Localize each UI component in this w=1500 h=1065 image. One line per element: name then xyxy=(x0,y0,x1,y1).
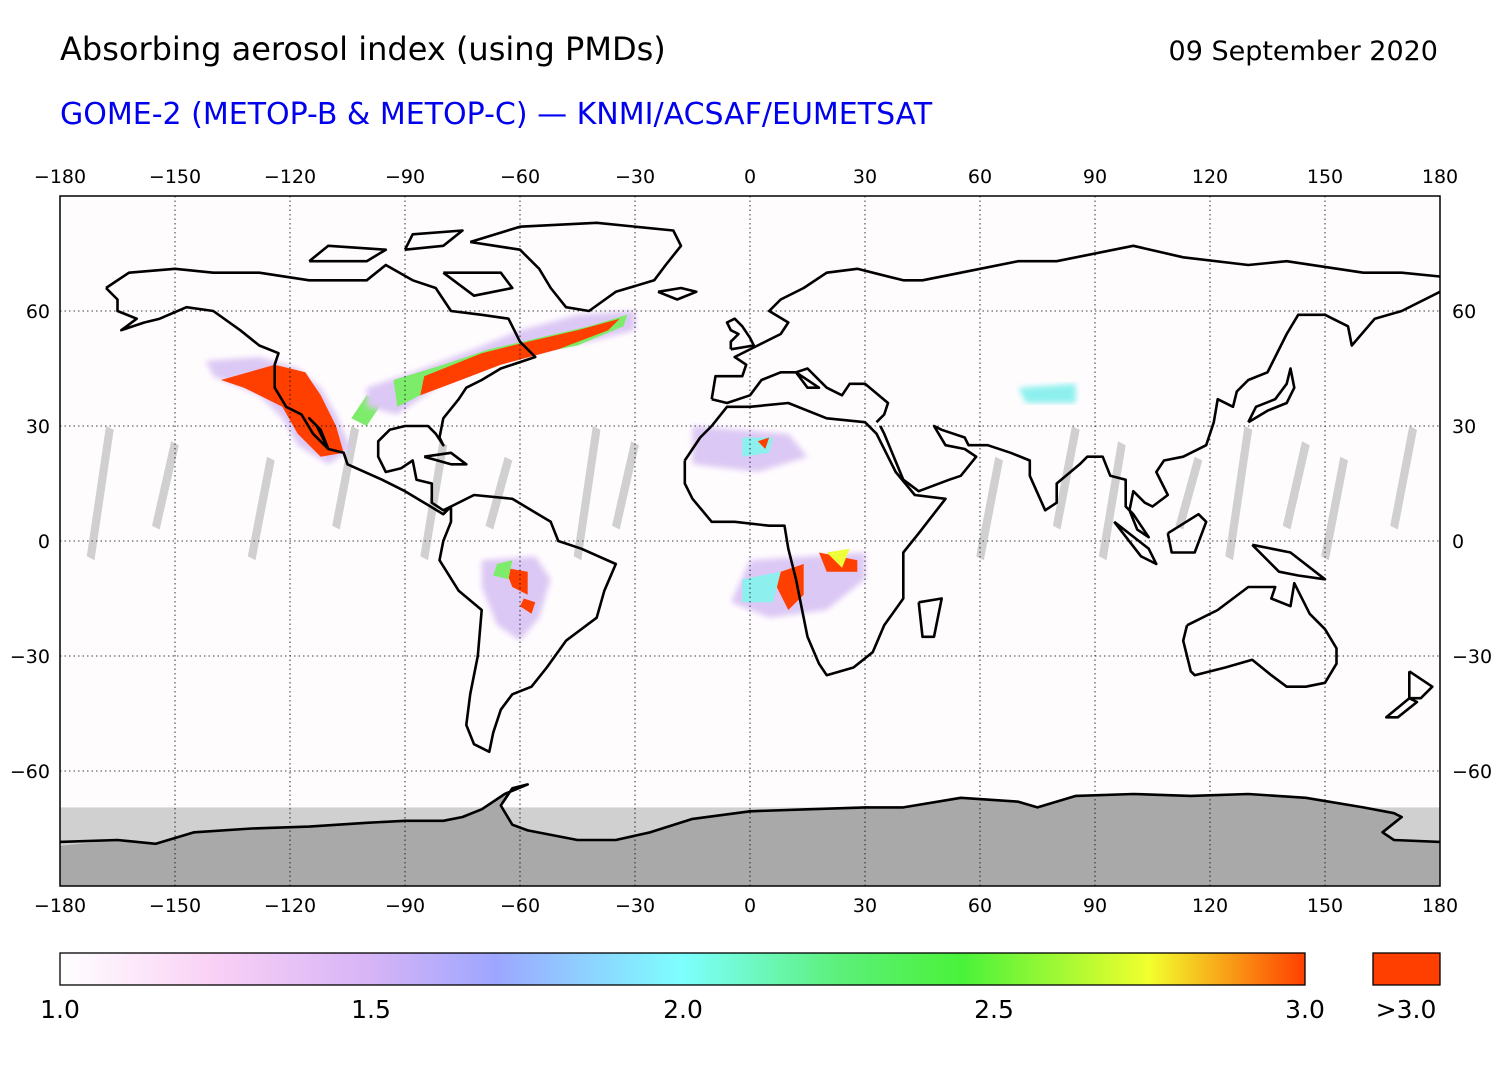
lat-tick-label-left: −60 xyxy=(10,761,50,783)
coastline xyxy=(710,244,1440,400)
coastline xyxy=(308,244,388,263)
aerosol-atlantic-core xyxy=(420,318,620,396)
coastline xyxy=(1247,367,1296,424)
aerosol-sa-core-1 xyxy=(504,567,528,595)
coastline xyxy=(1166,512,1208,554)
no-data-swath xyxy=(1052,426,1080,530)
coastline xyxy=(438,493,618,754)
no-data-swath xyxy=(1321,456,1348,561)
colorbar-tick-3: 2.0 xyxy=(663,995,703,1024)
lon-tick-label-bottom: −150 xyxy=(149,895,201,917)
coastline xyxy=(879,290,1440,539)
coastline xyxy=(657,286,698,301)
no-data-swath xyxy=(573,426,601,561)
aerosol-sa-core-2 xyxy=(520,598,536,614)
lon-tick-label-top: 0 xyxy=(744,166,756,188)
lat-tick-label-left: 60 xyxy=(26,301,50,323)
lon-tick-label-top: −60 xyxy=(500,166,540,188)
lon-tick-label-top: 60 xyxy=(968,166,992,188)
coastline xyxy=(423,451,468,466)
no-data-swath xyxy=(1225,426,1253,561)
coastline xyxy=(711,367,890,424)
colorbar-overflow-swatch xyxy=(1372,952,1441,986)
no-data-swath xyxy=(247,456,275,561)
aerosol-sa-edge xyxy=(493,560,513,580)
lon-tick-label-top: −150 xyxy=(149,166,201,188)
no-data-swath xyxy=(420,441,448,561)
lon-tick-label-bottom: −90 xyxy=(385,895,425,917)
no-data-swath xyxy=(1390,426,1417,530)
aerosol-asia-dust xyxy=(1018,383,1076,403)
no-data-swath xyxy=(485,456,513,530)
coastline xyxy=(725,317,756,351)
lat-tick-label-left: −30 xyxy=(10,646,50,668)
map-title: Absorbing aerosol index (using PMDs) xyxy=(60,30,666,68)
lon-tick-label-bottom: 150 xyxy=(1307,895,1343,917)
coastline xyxy=(1408,670,1434,700)
coastline xyxy=(1385,697,1419,719)
lon-tick-label-top: 180 xyxy=(1422,166,1458,188)
colorbar-tick-1: 1.0 xyxy=(40,995,80,1024)
lon-tick-label-bottom: 120 xyxy=(1192,895,1228,917)
lat-tick-label-left: 30 xyxy=(26,416,50,438)
coastline xyxy=(917,597,944,639)
colorbar-overflow-label: >3.0 xyxy=(1375,995,1437,1024)
lon-tick-label-bottom: 30 xyxy=(853,895,877,917)
map-plot-area xyxy=(60,196,1440,886)
map-frame xyxy=(59,195,1441,887)
lat-tick-label-right: 30 xyxy=(1452,416,1476,438)
lon-tick-label-top: −120 xyxy=(264,166,316,188)
map-date: 09 September 2020 xyxy=(1168,36,1438,67)
no-data-swath xyxy=(976,456,1003,561)
coastline xyxy=(442,271,514,298)
lat-tick-label-right: −30 xyxy=(1452,646,1492,668)
no-data-swath xyxy=(1282,441,1310,530)
coastline xyxy=(683,401,947,677)
lat-tick-label-right: 0 xyxy=(1452,531,1464,553)
map-subtitle: GOME-2 (METOP-B & METOP-C) — KNMI/ACSAF/… xyxy=(60,97,933,132)
no-data-swath xyxy=(332,426,359,530)
coastline xyxy=(1181,581,1338,689)
colorbar-tick-4: 2.5 xyxy=(974,995,1014,1024)
coastline xyxy=(1251,543,1327,581)
no-data-swath xyxy=(1175,456,1203,530)
lon-tick-label-top: 30 xyxy=(853,166,877,188)
aerosol-sa-halo xyxy=(481,556,551,641)
lon-tick-label-bottom: −180 xyxy=(34,895,86,917)
no-data-swath xyxy=(86,426,114,561)
colorbar-tick-5: 3.0 xyxy=(1285,995,1325,1024)
coastline xyxy=(60,783,1440,846)
lon-tick-label-bottom: 0 xyxy=(744,895,756,917)
lon-tick-label-bottom: 180 xyxy=(1422,895,1458,917)
lon-tick-label-bottom: −120 xyxy=(264,895,316,917)
colorbar-gradient xyxy=(59,952,1306,986)
lon-tick-label-bottom: 60 xyxy=(968,895,992,917)
aerosol-africa-core-1 xyxy=(776,564,804,610)
coastline xyxy=(403,229,464,251)
map-axes: −180 −180 −150 −150 −120 −120 −90 −90 −60 −60 −30 −… xyxy=(10,166,1492,917)
lon-tick-label-top: −180 xyxy=(34,166,86,188)
coastline xyxy=(1113,520,1158,566)
lon-tick-label-bottom: −30 xyxy=(615,895,655,917)
coastline xyxy=(105,263,537,516)
aerosol-sahara-core xyxy=(757,437,770,449)
lon-tick-label-top: 90 xyxy=(1083,166,1107,188)
lon-tick-label-top: −30 xyxy=(615,166,655,188)
lon-tick-label-top: 150 xyxy=(1307,166,1343,188)
no-data-swath xyxy=(1098,441,1126,561)
no-data-swath xyxy=(612,441,639,530)
colorbar xyxy=(59,952,1441,986)
lat-tick-label-left: 0 xyxy=(38,531,50,553)
lon-tick-label-bottom: −60 xyxy=(500,895,540,917)
lat-tick-label-right: −60 xyxy=(1452,761,1492,783)
lon-tick-label-bottom: 90 xyxy=(1083,895,1107,917)
lon-tick-label-top: −90 xyxy=(385,166,425,188)
colorbar-tick-2: 1.5 xyxy=(351,995,391,1024)
lat-tick-label-right: 60 xyxy=(1452,301,1476,323)
lon-tick-label-top: 120 xyxy=(1192,166,1228,188)
aerosol-africa-peak xyxy=(826,548,850,568)
aerosol-africa-edge xyxy=(742,571,781,603)
no-data-swath xyxy=(152,441,179,530)
